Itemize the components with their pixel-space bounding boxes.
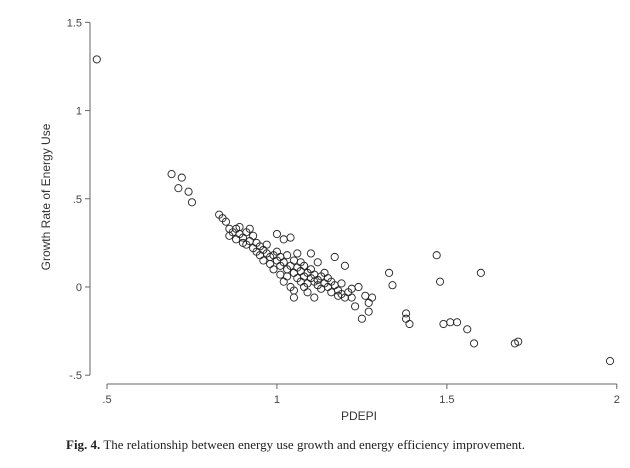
data-point [272,229,281,239]
data-point [289,256,298,265]
data-point [184,187,193,196]
data-point [354,282,363,292]
data-point [266,259,275,269]
data-point [310,293,319,302]
data-point [453,318,462,327]
data-point [351,302,360,311]
data-point [436,277,445,286]
x-axis-title: PDEPI [341,409,377,423]
data-point [283,272,292,281]
data-point [514,337,523,346]
y-tick-label: .5 [73,194,82,206]
x-tick-label: 1 [274,394,280,406]
data-points [92,55,615,366]
data-point [402,309,411,318]
data-point [289,268,298,277]
data-point [402,314,411,323]
data-point [330,252,339,262]
y-tick-label: -.5 [69,370,82,382]
data-point [232,235,241,244]
data-point [249,231,258,240]
data-point [605,357,615,366]
x-axis-ticks: .5 1 1.5 2 [102,384,620,406]
y-tick-label: 1 [76,106,82,118]
data-point [235,222,244,232]
x-tick-label: 2 [614,394,620,406]
data-point [279,258,288,267]
y-tick-label: 1.5 [67,17,82,29]
data-point [470,339,479,348]
data-point [368,293,377,302]
y-axis-ticks: -.5 0 .5 1 1.5 [67,17,90,382]
data-point [279,277,288,286]
data-point [446,318,455,327]
figure-caption: Fig. 4. The relationship between energy … [66,437,626,453]
data-point [269,265,278,274]
data-point [289,293,298,302]
data-point [337,279,346,288]
data-point [303,288,312,297]
data-point [439,319,448,329]
data-point [279,235,288,244]
data-point [245,224,254,233]
data-point [385,268,394,277]
data-point [347,293,356,302]
data-point [92,55,101,64]
data-point [283,251,292,260]
data-point [262,240,271,249]
data-point [476,268,485,277]
data-point [327,288,336,297]
x-tick-label: .5 [102,394,111,406]
y-tick-label: 0 [76,282,82,294]
data-point [361,291,370,300]
data-point [357,314,366,323]
data-point [286,233,295,242]
y-axis-title: Growth Rate of Energy Use [39,123,53,270]
data-point [340,261,349,270]
data-point [306,249,315,258]
data-point [187,198,197,207]
data-point [293,249,302,258]
data-point [221,217,230,226]
data-point [432,251,441,260]
data-point [388,281,397,290]
data-point [463,325,472,334]
data-point [364,298,373,307]
data-point [174,184,183,193]
data-point [276,270,285,279]
x-tick-label: 1.5 [439,394,454,406]
figure-caption-text: The relationship between energy use grow… [100,437,525,452]
data-point [300,261,309,270]
data-point [313,258,322,267]
data-point [259,256,268,265]
data-point [167,170,176,179]
data-point [177,173,186,182]
data-point [405,319,414,329]
figure-label: Fig. 4. [66,437,101,452]
data-point [364,307,373,316]
